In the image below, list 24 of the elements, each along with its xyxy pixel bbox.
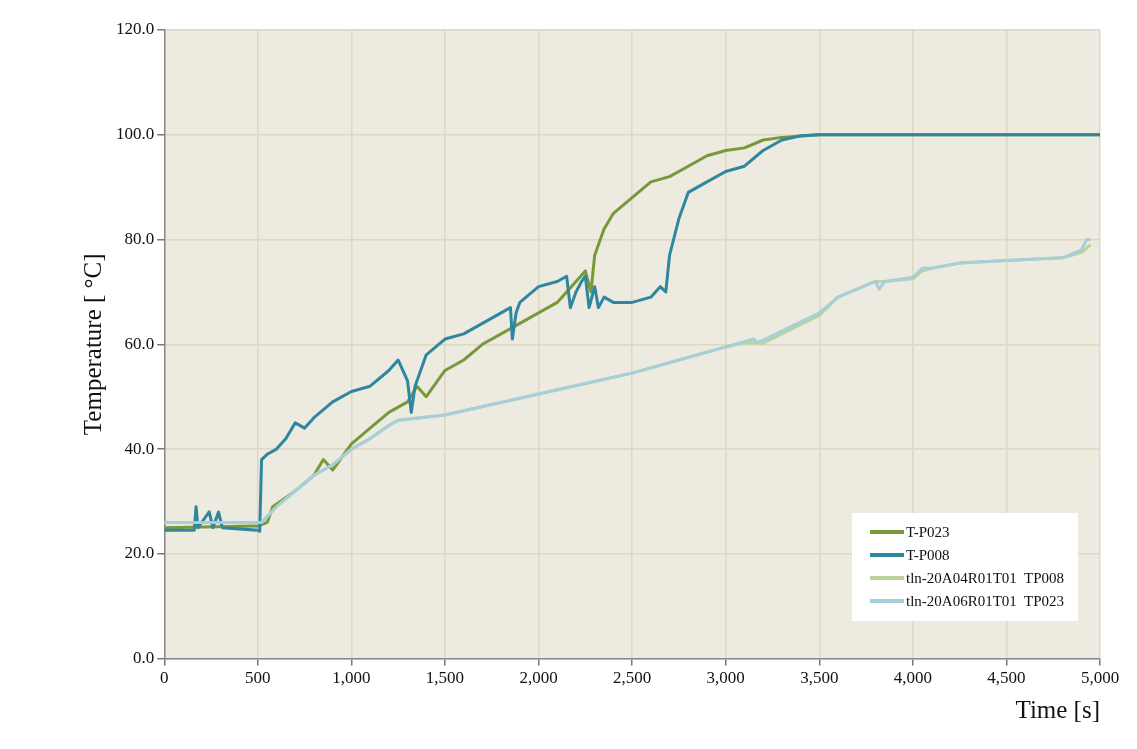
legend-label: tln-20A06R01T01 TP023 [906, 592, 1065, 610]
legend-label: T-P023 [906, 523, 950, 541]
x-tick-label: 2,500 [613, 668, 652, 688]
y-tick-label: 100.0 [116, 124, 155, 144]
y-tick-label: 0.0 [133, 648, 155, 668]
x-tick-label: 4,000 [893, 668, 932, 688]
x-axis-title: Time [s] [1015, 695, 1100, 723]
legend-label: tln-20A04R01T01 TP008 [906, 569, 1065, 587]
x-tick-label: 500 [245, 668, 271, 688]
x-tick-label: 3,000 [706, 668, 745, 688]
x-tick-label: 2,000 [519, 668, 558, 688]
x-tick-label: 1,000 [332, 668, 371, 688]
legend-label: T-P008 [906, 546, 950, 564]
y-axis-title: Temperature [ °C] [78, 253, 106, 436]
x-tick-label: 1,500 [425, 668, 465, 688]
y-tick-label: 20.0 [124, 543, 155, 563]
x-tick-label: 4,500 [987, 668, 1026, 688]
y-tick-label: 40.0 [124, 438, 155, 458]
x-tick-label: 3,500 [800, 668, 839, 688]
y-tick-label: 120.0 [116, 19, 155, 39]
x-tick-label: 5,000 [1080, 668, 1120, 688]
y-tick-label: 80.0 [124, 229, 155, 248]
y-tick-label: 60.0 [124, 333, 155, 353]
x-tick-label: 0 [160, 668, 169, 688]
